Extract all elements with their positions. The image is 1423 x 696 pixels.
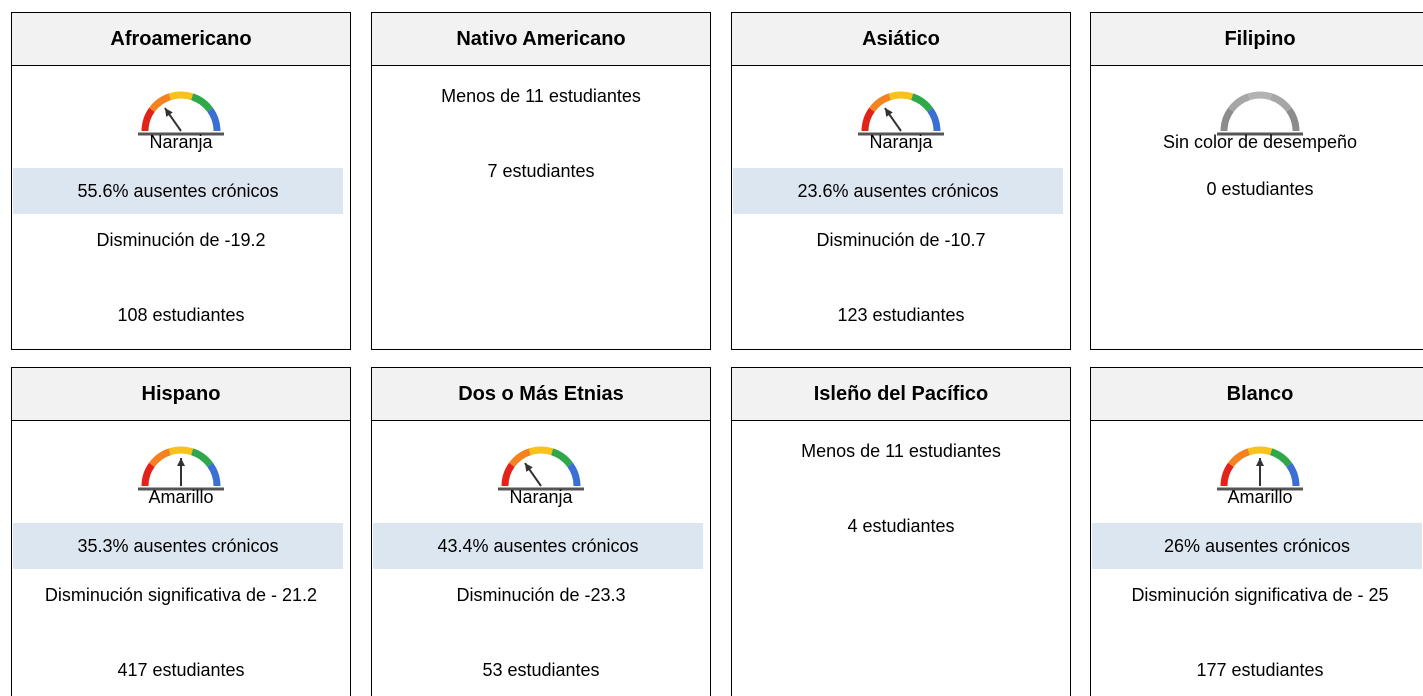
student-count: 4 estudiantes bbox=[847, 516, 955, 536]
gauge-icon bbox=[1217, 91, 1303, 136]
change: Disminución de -23.3 bbox=[456, 585, 626, 605]
card-title: Hispano bbox=[12, 368, 350, 421]
gauge-icon bbox=[138, 91, 224, 136]
group-card: Blanco Amarillo 26% ausentes crónicos Dismi… bbox=[1090, 367, 1423, 696]
group-card: Dos o Más Etnias Naranja 43.4% ausentes cr… bbox=[371, 367, 711, 696]
gauge-icon bbox=[138, 446, 224, 491]
rate-band: 23.6% ausentes crónicos bbox=[733, 168, 1063, 214]
group-card: Afroamericano Naranja 55.6% ausentes cróni… bbox=[11, 12, 351, 350]
change: Disminución de -19.2 bbox=[96, 230, 266, 250]
card-title: Filipino bbox=[1091, 13, 1423, 66]
rate-band: 43.4% ausentes crónicos bbox=[373, 523, 703, 569]
student-count: 0 estudiantes bbox=[1206, 179, 1314, 199]
gauge-icon bbox=[1217, 446, 1303, 491]
status: Naranja bbox=[149, 132, 213, 152]
group-card: Isleño del Pacífico Menos de 11 estudiant… bbox=[731, 367, 1071, 696]
card-title: Dos o Más Etnias bbox=[372, 368, 710, 421]
rate-band: 26% ausentes crónicos bbox=[1092, 523, 1422, 569]
group-card: Hispano Amarillo 35.3% ausentes crónicos Di… bbox=[11, 367, 351, 696]
note: Menos de 11 estudiantes bbox=[441, 86, 641, 106]
change: Disminución significativa de - 25 bbox=[1131, 585, 1389, 605]
note: Menos de 11 estudiantes bbox=[801, 441, 1001, 461]
gauge-icon bbox=[498, 446, 584, 491]
gauge-icon bbox=[858, 91, 944, 136]
group-card: Nativo Americano Menos de 11 estudiantes 7… bbox=[371, 12, 711, 350]
change: Disminución de -10.7 bbox=[816, 230, 986, 250]
student-count: 108 estudiantes bbox=[117, 305, 245, 325]
card-title: Isleño del Pacífico bbox=[732, 368, 1070, 421]
status: Naranja bbox=[869, 132, 933, 152]
group-card: Filipino Sin color de desempeño 0 estudian… bbox=[1090, 12, 1423, 350]
change: Disminución significativa de - 21.2 bbox=[44, 585, 318, 605]
student-count: 177 estudiantes bbox=[1196, 660, 1324, 680]
student-count: 53 estudiantes bbox=[482, 660, 600, 680]
group-card: Asiático Naranja 23.6% ausentes crónicos Di… bbox=[731, 12, 1071, 350]
card-title: Asiático bbox=[732, 13, 1070, 66]
status: Amarillo bbox=[148, 487, 214, 507]
student-count: 417 estudiantes bbox=[117, 660, 245, 680]
student-count: 7 estudiantes bbox=[487, 161, 595, 181]
status: Amarillo bbox=[1227, 487, 1293, 507]
status: Naranja bbox=[509, 487, 573, 507]
rate-band: 55.6% ausentes crónicos bbox=[13, 168, 343, 214]
rate-band: 35.3% ausentes crónicos bbox=[13, 523, 343, 569]
card-title: Afroamericano bbox=[12, 13, 350, 66]
card-title: Nativo Americano bbox=[372, 13, 710, 66]
status: Sin color de desempeño bbox=[1162, 132, 1358, 152]
card-title: Blanco bbox=[1091, 368, 1423, 421]
student-count: 123 estudiantes bbox=[837, 305, 965, 325]
